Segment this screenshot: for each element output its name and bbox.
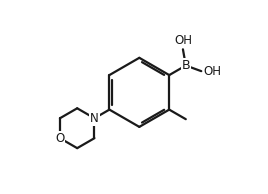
Text: N: N xyxy=(90,112,99,125)
Text: OH: OH xyxy=(174,34,192,47)
Text: N: N xyxy=(90,112,99,125)
Text: O: O xyxy=(55,132,65,145)
Text: B: B xyxy=(181,59,190,72)
Text: OH: OH xyxy=(203,65,221,78)
